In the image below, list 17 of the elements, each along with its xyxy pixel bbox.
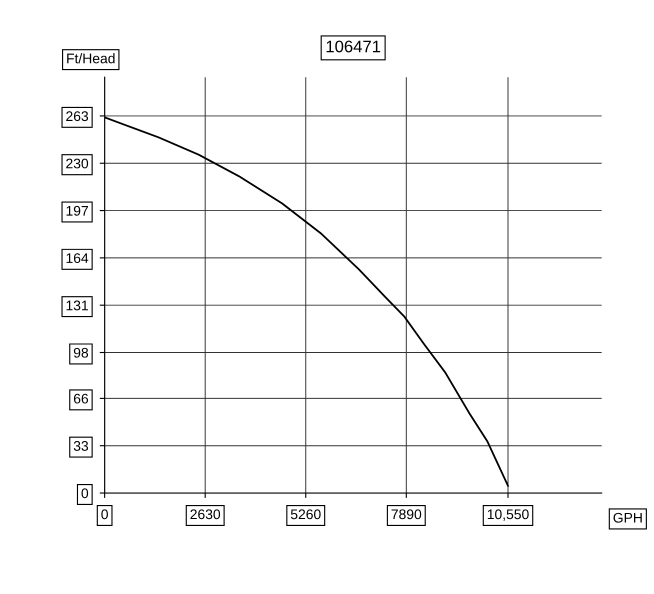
x-tick-label: 10,550 — [488, 509, 529, 521]
y-axis-title: Ft/Head — [67, 53, 115, 64]
chart-title: 106471 — [326, 40, 380, 52]
x-axis-title: GPH — [613, 512, 642, 523]
x-tick-label: 5260 — [290, 509, 321, 520]
y-tick-label: 263 — [66, 111, 88, 122]
y-tick-label: 0 — [81, 488, 88, 498]
y-tick-label: 230 — [66, 158, 88, 168]
y-tick-label: 66 — [74, 394, 88, 404]
y-tick-label: 164 — [66, 253, 88, 264]
y-tick-label: 131 — [66, 300, 88, 310]
y-tick-label: 197 — [66, 206, 88, 216]
x-tick-label: 0 — [101, 509, 108, 520]
x-tick-label: 7890 — [392, 509, 422, 520]
x-tick-label: 2630 — [190, 509, 220, 520]
y-tick-label: 33 — [74, 441, 88, 451]
y-tick-label: 98 — [74, 348, 88, 358]
